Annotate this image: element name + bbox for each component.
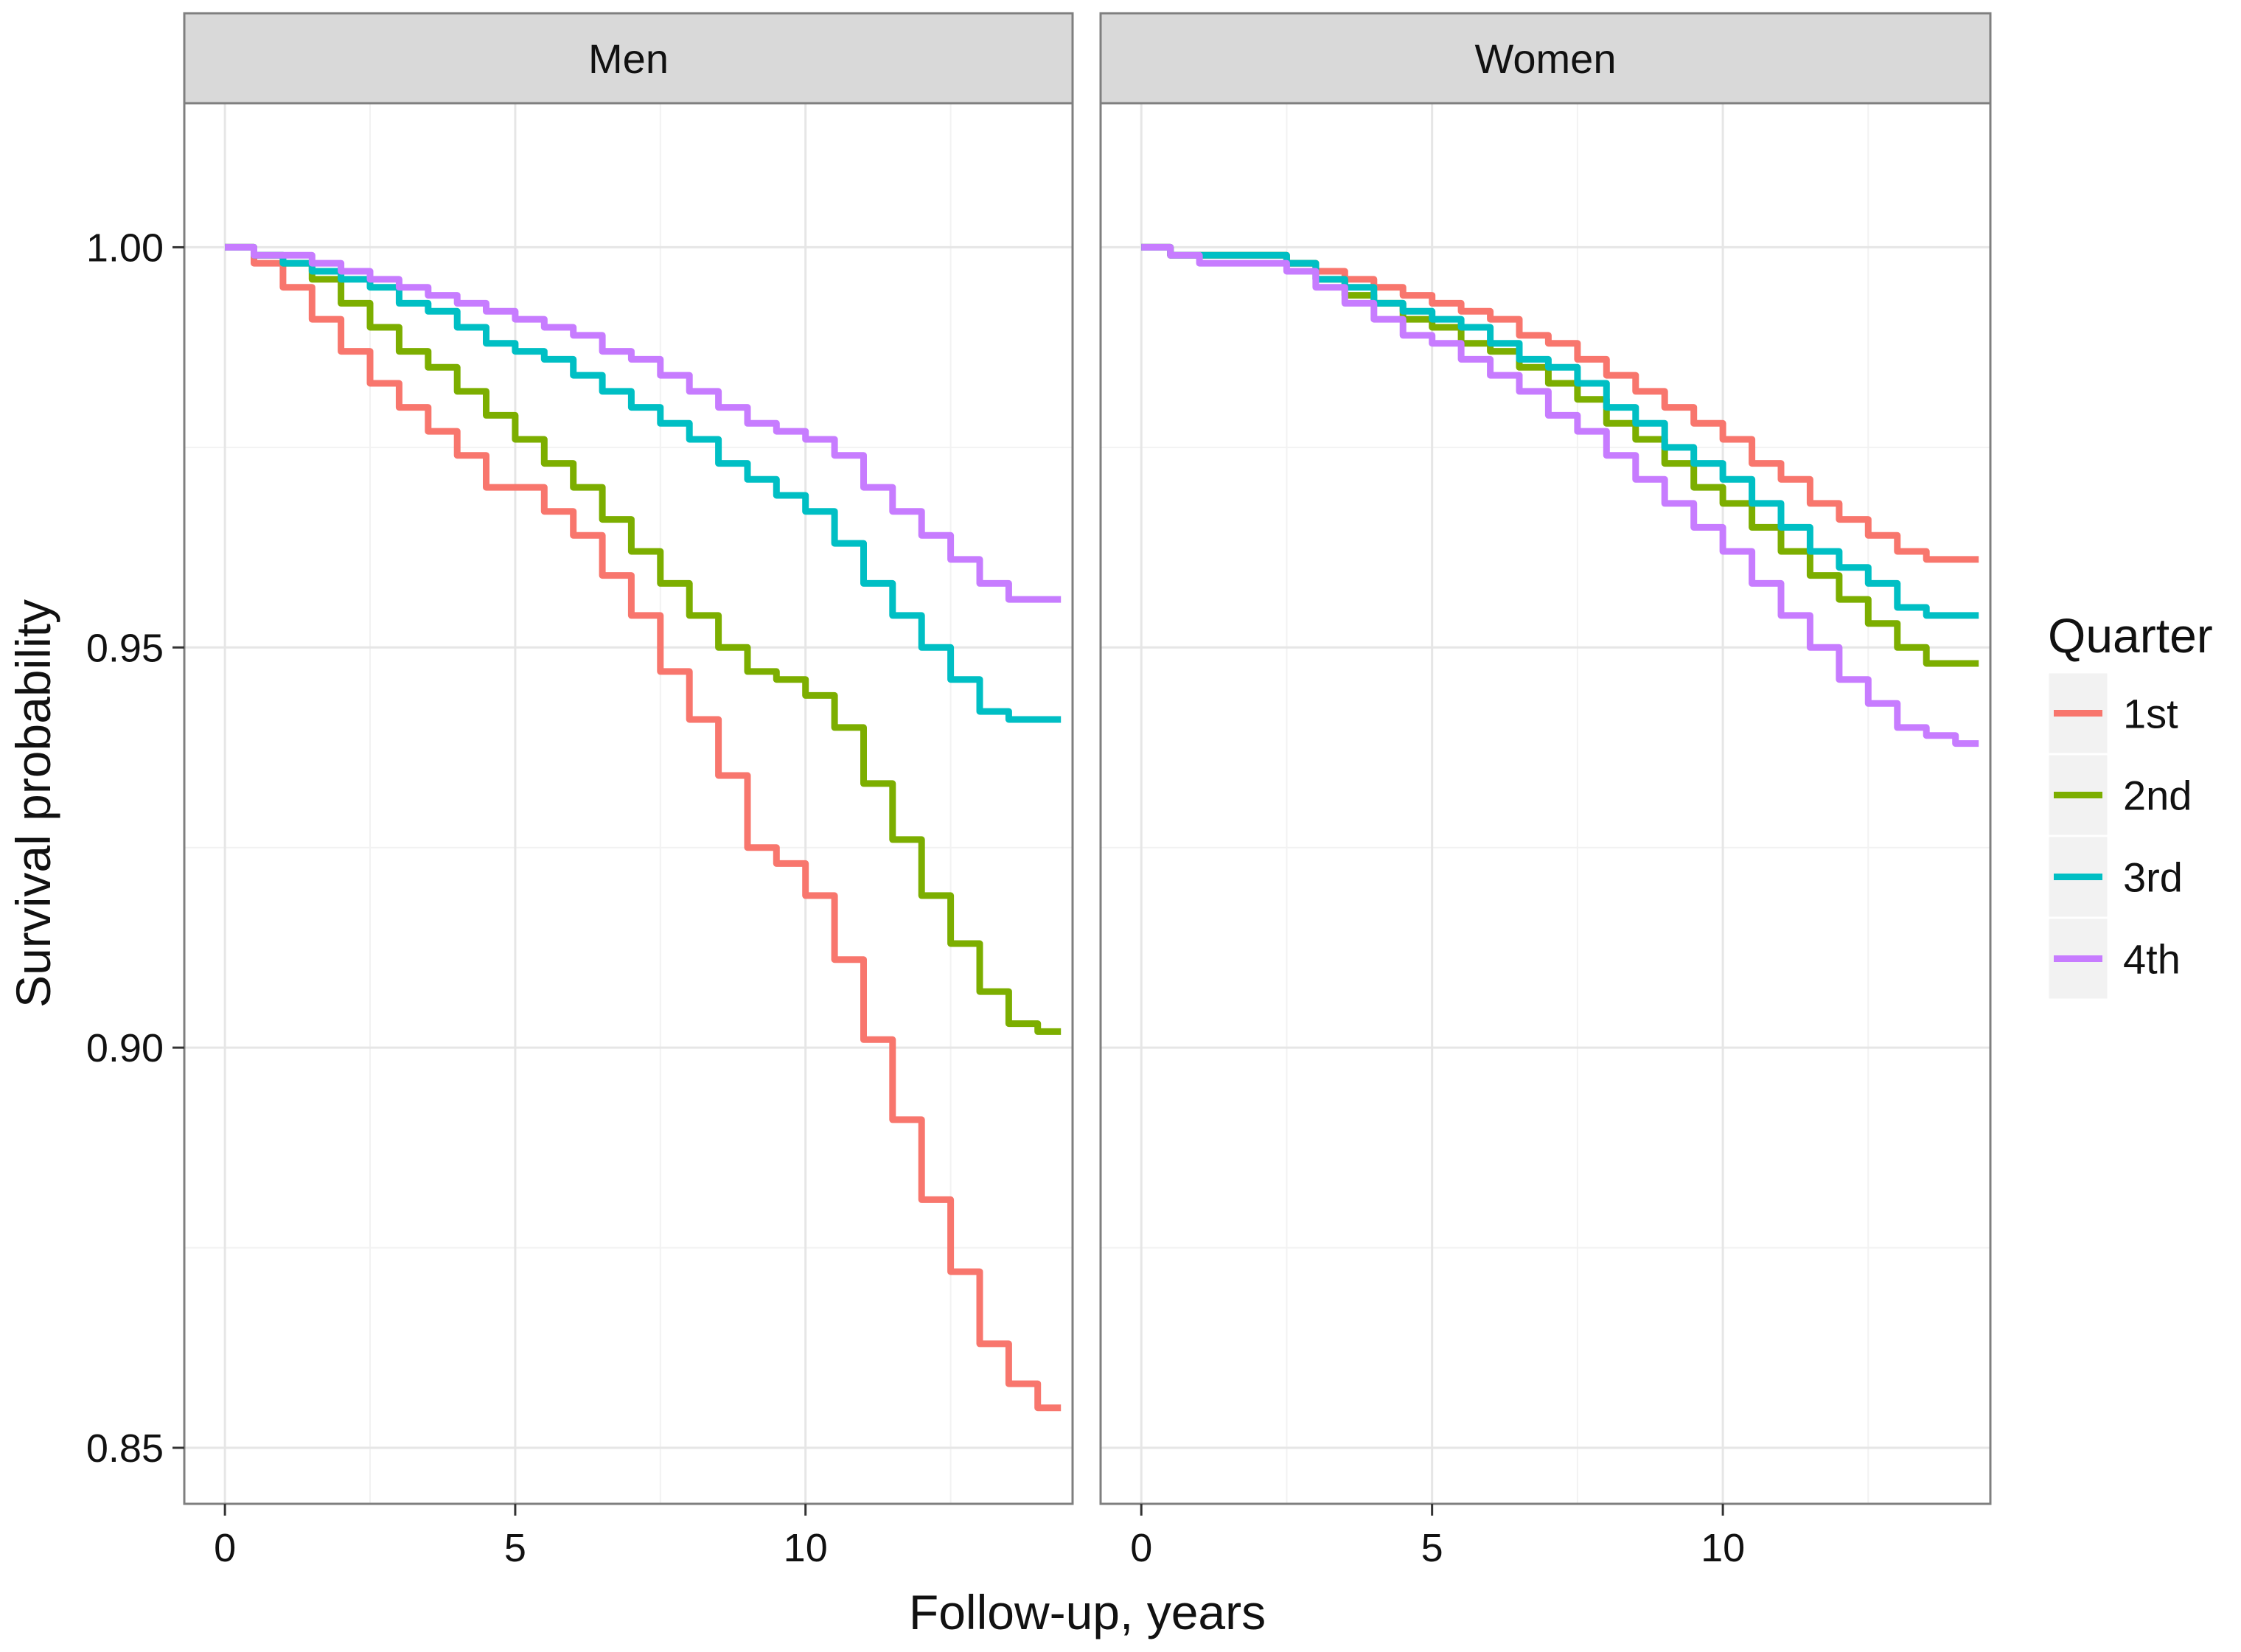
strip-label-women: Women xyxy=(1475,35,1617,82)
legend-layer: Quarter 1st 2nd 3rd 4th xyxy=(2046,608,2213,1001)
y-axis-title: Survival probability xyxy=(6,599,60,1008)
legend-label: 3rd xyxy=(2123,854,2183,901)
legend-item-3rd: 3rd xyxy=(2046,834,2183,919)
y-tick-label: 0.85 xyxy=(86,1426,164,1471)
series-line-men-4th xyxy=(225,243,1062,603)
legend-item-1st: 1st xyxy=(2046,671,2178,756)
x-tick-label: 10 xyxy=(784,1526,828,1570)
y-tick-label: 1.00 xyxy=(86,226,164,270)
strip-women xyxy=(1099,12,1992,105)
x-tick-label: 0 xyxy=(1130,1526,1152,1570)
panel-background xyxy=(1101,103,1990,1504)
x-tick-label: 0 xyxy=(214,1526,236,1570)
legend-title: Quarter xyxy=(2048,608,2213,663)
series-line-women-4th xyxy=(1141,243,1979,747)
legend-label: 2nd xyxy=(2123,773,2192,819)
panel-men: Men xyxy=(183,12,1074,1505)
legend-label: 4th xyxy=(2123,936,2181,983)
legend-item-4th: 4th xyxy=(2046,916,2181,1001)
y-tick-label: 0.95 xyxy=(86,626,164,670)
x-tick-label: 10 xyxy=(1701,1526,1745,1570)
series-line-men-2nd xyxy=(225,243,1062,1035)
panels-layer: Men Women xyxy=(183,12,1992,1505)
panel-women: Women xyxy=(1099,12,1992,1505)
strip-label-men: Men xyxy=(588,35,669,82)
strip-men xyxy=(183,12,1074,105)
legend-item-2nd: 2nd xyxy=(2046,753,2192,837)
panel-background xyxy=(184,103,1073,1504)
x-tick-label: 5 xyxy=(504,1526,526,1570)
legend-label: 1st xyxy=(2123,691,2178,737)
x-tick-label: 5 xyxy=(1421,1526,1443,1570)
series-line-men-1st xyxy=(225,243,1062,1412)
y-tick-label: 0.90 xyxy=(86,1026,164,1070)
axes-layer: 0 5 10 0 5 10 0.85 0.90 0.95 1.00 Follow-up, years… xyxy=(6,226,1745,1639)
x-axis-title: Follow-up, years xyxy=(909,1585,1266,1639)
